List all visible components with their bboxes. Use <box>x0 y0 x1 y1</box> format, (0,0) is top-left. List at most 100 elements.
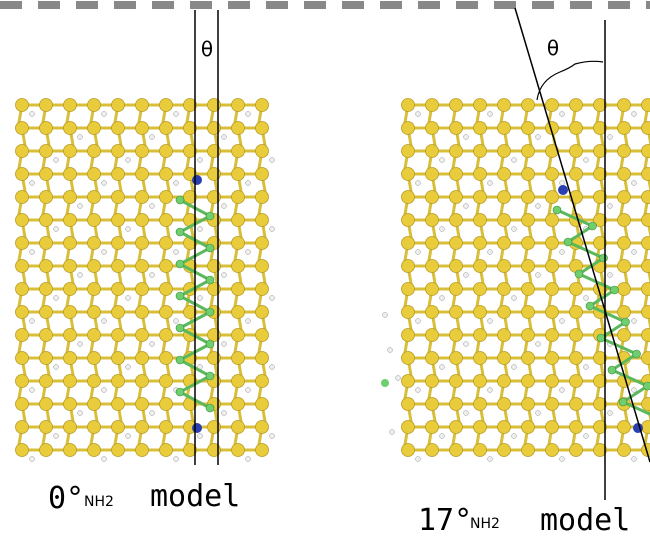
h-atom <box>102 181 107 186</box>
h-atom <box>270 158 275 163</box>
atom <box>402 398 415 411</box>
atom <box>112 237 125 250</box>
h-atom <box>632 457 637 462</box>
atom <box>136 352 149 365</box>
atom <box>402 375 415 388</box>
atom <box>256 191 269 204</box>
atom <box>16 260 29 273</box>
atom <box>40 375 53 388</box>
h-atom <box>512 434 517 439</box>
atom <box>112 283 125 296</box>
atom <box>474 191 487 204</box>
atom <box>546 168 559 181</box>
c-atom <box>564 238 572 246</box>
h-atom <box>54 365 59 370</box>
atom <box>40 214 53 227</box>
atom <box>16 168 29 181</box>
c-atom <box>619 398 627 406</box>
tilted-line <box>515 8 650 462</box>
atom <box>16 214 29 227</box>
atom <box>642 329 650 342</box>
atom <box>256 329 269 342</box>
atom <box>618 283 631 296</box>
atom <box>402 352 415 365</box>
atom <box>522 444 535 457</box>
h-atom <box>608 411 613 416</box>
h-atom <box>383 313 388 318</box>
atom <box>522 306 535 319</box>
atom <box>450 145 463 158</box>
atom <box>112 260 125 273</box>
atom <box>642 145 650 158</box>
h-atom <box>560 457 565 462</box>
atom <box>112 168 125 181</box>
h-atom <box>174 457 179 462</box>
atom <box>498 214 511 227</box>
atom <box>88 329 101 342</box>
atom <box>64 352 77 365</box>
c-atom <box>206 212 214 220</box>
atom <box>160 260 173 273</box>
atom <box>64 283 77 296</box>
h-atom <box>608 135 613 140</box>
atom <box>426 329 439 342</box>
atom <box>232 398 245 411</box>
atom <box>136 191 149 204</box>
atom <box>160 145 173 158</box>
atom <box>64 214 77 227</box>
atom <box>450 398 463 411</box>
angle-label: 0° <box>48 481 84 516</box>
h-atom <box>632 112 637 117</box>
h-atom <box>632 319 637 324</box>
atom <box>232 329 245 342</box>
h-atom <box>464 204 469 209</box>
h-atom <box>416 250 421 255</box>
h-atom <box>174 181 179 186</box>
atom <box>112 398 125 411</box>
h-atom <box>560 112 565 117</box>
atom <box>498 444 511 457</box>
h-atom <box>222 204 227 209</box>
atom <box>112 329 125 342</box>
atom <box>450 375 463 388</box>
c-atom <box>597 334 605 342</box>
atom <box>16 122 29 135</box>
angle-arc <box>537 61 603 100</box>
atom <box>498 352 511 365</box>
h-atom <box>150 411 155 416</box>
atom <box>160 444 173 457</box>
atom <box>160 375 173 388</box>
h-atom <box>246 181 251 186</box>
atom <box>522 260 535 273</box>
c-atom <box>206 372 214 380</box>
atom <box>112 99 125 112</box>
atom <box>40 191 53 204</box>
h-atom <box>560 319 565 324</box>
h-atom <box>464 135 469 140</box>
h-atom <box>102 250 107 255</box>
h-atom <box>464 273 469 278</box>
atom <box>570 122 583 135</box>
atom <box>474 444 487 457</box>
atom <box>522 99 535 112</box>
atom <box>136 260 149 273</box>
atom <box>426 168 439 181</box>
h-atom <box>126 227 131 232</box>
atom <box>642 352 650 365</box>
atom <box>474 122 487 135</box>
atom <box>112 306 125 319</box>
atom <box>64 145 77 158</box>
atom <box>40 283 53 296</box>
atom <box>618 237 631 250</box>
atom <box>618 168 631 181</box>
atom <box>232 260 245 273</box>
atom <box>88 145 101 158</box>
atom <box>546 352 559 365</box>
subscript: NH2 <box>470 516 500 532</box>
atom <box>402 191 415 204</box>
atom <box>112 352 125 365</box>
atom <box>160 168 173 181</box>
h-atom <box>174 319 179 324</box>
atom <box>498 145 511 158</box>
c-atom <box>176 228 184 236</box>
